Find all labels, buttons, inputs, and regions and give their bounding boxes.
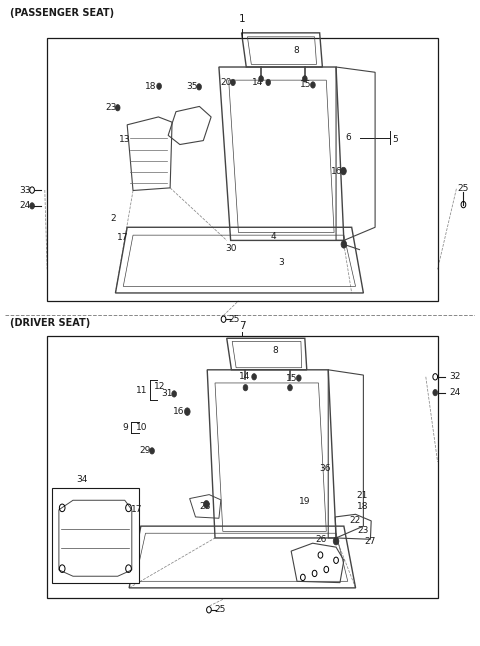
Circle shape — [252, 373, 256, 380]
Text: 16: 16 — [173, 407, 185, 416]
Text: 23: 23 — [358, 526, 369, 535]
Text: 25: 25 — [228, 315, 240, 324]
Text: 15: 15 — [300, 81, 312, 89]
Text: 30: 30 — [225, 244, 236, 253]
Text: 10: 10 — [135, 423, 147, 432]
Text: 16: 16 — [331, 167, 342, 176]
Text: 25: 25 — [458, 184, 469, 193]
Text: 18: 18 — [145, 82, 156, 90]
Text: 18: 18 — [357, 502, 368, 511]
Text: 24: 24 — [449, 388, 461, 397]
Circle shape — [302, 76, 307, 82]
Text: 3: 3 — [278, 258, 284, 267]
Circle shape — [150, 448, 155, 454]
Circle shape — [243, 384, 248, 391]
Circle shape — [433, 390, 438, 396]
Text: 33: 33 — [19, 185, 30, 194]
Text: 1: 1 — [239, 14, 246, 23]
Circle shape — [230, 79, 235, 85]
Text: 6: 6 — [345, 133, 351, 142]
Circle shape — [184, 408, 190, 415]
Text: 4: 4 — [270, 232, 276, 241]
Circle shape — [172, 391, 177, 397]
Text: 11: 11 — [135, 386, 147, 395]
Circle shape — [115, 105, 120, 111]
Text: 13: 13 — [119, 135, 131, 144]
Bar — [52, 488, 139, 583]
Circle shape — [259, 76, 264, 82]
Circle shape — [341, 240, 347, 248]
Text: 34: 34 — [77, 475, 88, 484]
Bar — [47, 336, 438, 598]
Text: (DRIVER SEAT): (DRIVER SEAT) — [10, 318, 90, 328]
Text: 20: 20 — [220, 78, 231, 87]
Text: 9: 9 — [122, 423, 128, 432]
Circle shape — [30, 203, 35, 209]
Text: 21: 21 — [357, 491, 368, 500]
Text: 17: 17 — [131, 505, 142, 514]
Text: 12: 12 — [155, 382, 166, 391]
Text: 23: 23 — [105, 103, 116, 112]
Circle shape — [341, 167, 346, 175]
Text: 15: 15 — [286, 373, 298, 382]
Circle shape — [197, 84, 202, 90]
Text: 31: 31 — [161, 390, 173, 399]
Text: 27: 27 — [364, 537, 375, 546]
Circle shape — [204, 501, 209, 508]
Text: 36: 36 — [319, 464, 330, 473]
Text: 17: 17 — [117, 233, 128, 242]
Circle shape — [297, 375, 301, 381]
Text: 8: 8 — [294, 47, 300, 56]
Circle shape — [157, 83, 161, 89]
Text: 28: 28 — [199, 502, 210, 511]
Text: 29: 29 — [139, 446, 151, 455]
Circle shape — [288, 384, 292, 391]
Text: 24: 24 — [19, 202, 30, 211]
Circle shape — [333, 537, 339, 545]
Circle shape — [311, 82, 315, 88]
Text: 26: 26 — [315, 535, 326, 544]
Text: 19: 19 — [299, 497, 311, 506]
Text: 32: 32 — [449, 372, 461, 381]
Text: 2: 2 — [110, 214, 116, 223]
Bar — [47, 38, 438, 301]
Text: (PASSENGER SEAT): (PASSENGER SEAT) — [10, 8, 114, 17]
Text: 7: 7 — [239, 320, 246, 331]
Text: 35: 35 — [186, 82, 198, 91]
Text: 14: 14 — [239, 372, 251, 381]
Text: 5: 5 — [392, 135, 398, 144]
Text: 8: 8 — [273, 346, 278, 355]
Text: 22: 22 — [349, 516, 361, 525]
Circle shape — [266, 79, 271, 85]
Text: 25: 25 — [215, 605, 226, 614]
Text: 14: 14 — [252, 78, 264, 87]
